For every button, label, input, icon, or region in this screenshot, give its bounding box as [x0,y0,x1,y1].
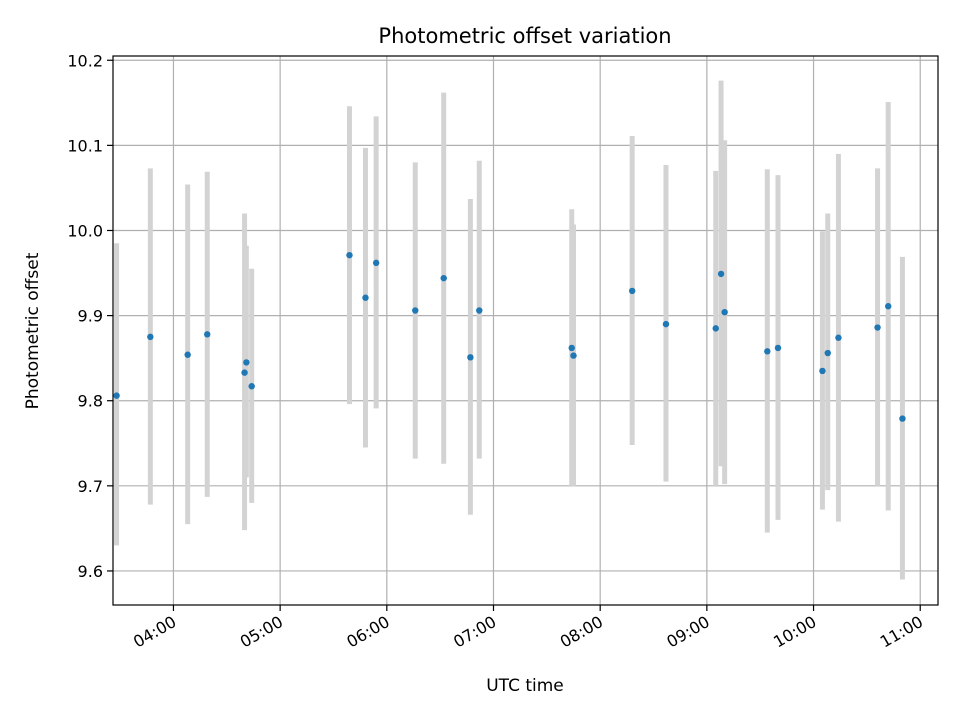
data-point [372,259,380,267]
y-tick-label: 10.1 [67,136,103,155]
y-tick-label: 9.9 [78,307,103,326]
y-tick-label: 9.7 [78,477,103,496]
x-tick-label: 11:00 [877,612,926,652]
data-point [662,320,670,328]
error-bars [114,80,905,580]
y-tick-label: 10.0 [67,221,103,240]
data-point [764,348,771,355]
chart-title: Photometric offset variation [378,24,671,48]
x-tick-label: 09:00 [663,612,712,652]
data-point [712,325,719,332]
data-point [412,307,419,314]
x-axis-ticks: 04:00 05:00 06:00 07:00 08:00 09:00 10:00 11:00 [130,605,926,652]
data-points [113,251,906,422]
x-tick-label: 06:00 [343,612,392,652]
data-point [835,334,842,341]
data-point [819,367,826,375]
data-point [885,303,892,310]
data-point [113,392,120,399]
data-point [824,349,831,357]
x-tick-label: 08:00 [557,612,606,652]
data-point [717,270,725,278]
y-tick-label: 9.8 [78,392,103,411]
data-point [346,251,353,259]
data-point [899,415,906,422]
data-point [243,359,250,366]
data-point [721,309,728,316]
plot-frame [112,55,939,606]
data-point [241,369,248,376]
x-tick-label: 04:00 [130,612,179,652]
data-point [568,344,575,352]
data-point [362,294,369,301]
y-tick-label: 10.2 [67,51,103,70]
data-point [248,383,255,390]
data-point [184,351,191,358]
data-point [440,274,447,282]
x-tick-label: 05:00 [237,612,286,652]
data-point [476,307,483,314]
data-point [874,324,881,331]
data-point [628,287,636,295]
y-axis-label: Photometric offset [23,252,43,409]
x-axis-label: UTC time [486,676,564,696]
y-tick-label: 9.6 [78,562,103,581]
data-point [467,354,474,361]
data-point [570,352,577,359]
data-point [147,333,154,341]
data-point [774,344,782,352]
x-tick-label: 07:00 [450,612,499,652]
x-tick-label: 10:00 [770,612,819,652]
grid [113,56,938,605]
data-point [204,331,211,338]
y-axis-ticks: 9.6 9.7 9.8 9.9 10.0 10.1 10.2 [67,51,113,581]
